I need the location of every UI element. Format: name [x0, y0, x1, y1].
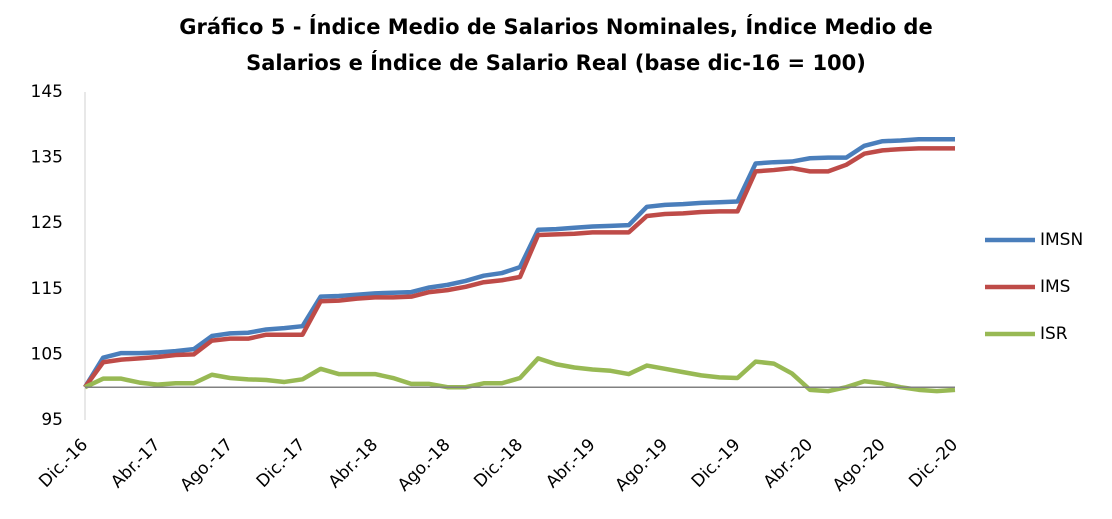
x-tick-label: Ago.-20	[829, 435, 890, 496]
legend-label: IMSN	[1040, 230, 1083, 250]
x-tick-label: Abr.-17	[107, 435, 164, 492]
x-tick-label: Ago.-18	[394, 435, 455, 496]
y-tick-label: 145	[31, 82, 63, 102]
x-tick-label: Ago.-19	[611, 435, 672, 496]
x-tick-label: Dic.-20	[905, 435, 962, 492]
y-tick-label: 95	[41, 410, 63, 430]
x-tick-label: Dic.-18	[470, 435, 527, 492]
chart-title: Gráfico 5 - Índice Medio de Salarios Nom…	[179, 14, 932, 39]
y-tick-label: 135	[31, 148, 63, 168]
x-tick-label: Abr.-18	[325, 435, 382, 492]
legend-label: ISR	[1040, 324, 1068, 344]
x-tick-label: Dic.-19	[688, 435, 745, 492]
x-tick-label: Abr.-20	[760, 435, 817, 492]
chart-title: Salarios e Índice de Salario Real (base …	[246, 50, 866, 75]
x-tick-label: Ago.-17	[176, 435, 237, 496]
series-line	[83, 146, 955, 389]
series-line	[83, 136, 955, 389]
x-tick-label: Dic.-17	[253, 435, 310, 492]
series-line	[84, 356, 956, 394]
legend-label: IMS	[1040, 277, 1070, 297]
y-tick-label: 125	[31, 213, 63, 233]
y-tick-label: 115	[31, 279, 63, 299]
y-tick-label: 105	[31, 344, 63, 364]
x-tick-label: Dic.-16	[35, 435, 92, 492]
x-tick-label: Abr.-19	[542, 435, 599, 492]
